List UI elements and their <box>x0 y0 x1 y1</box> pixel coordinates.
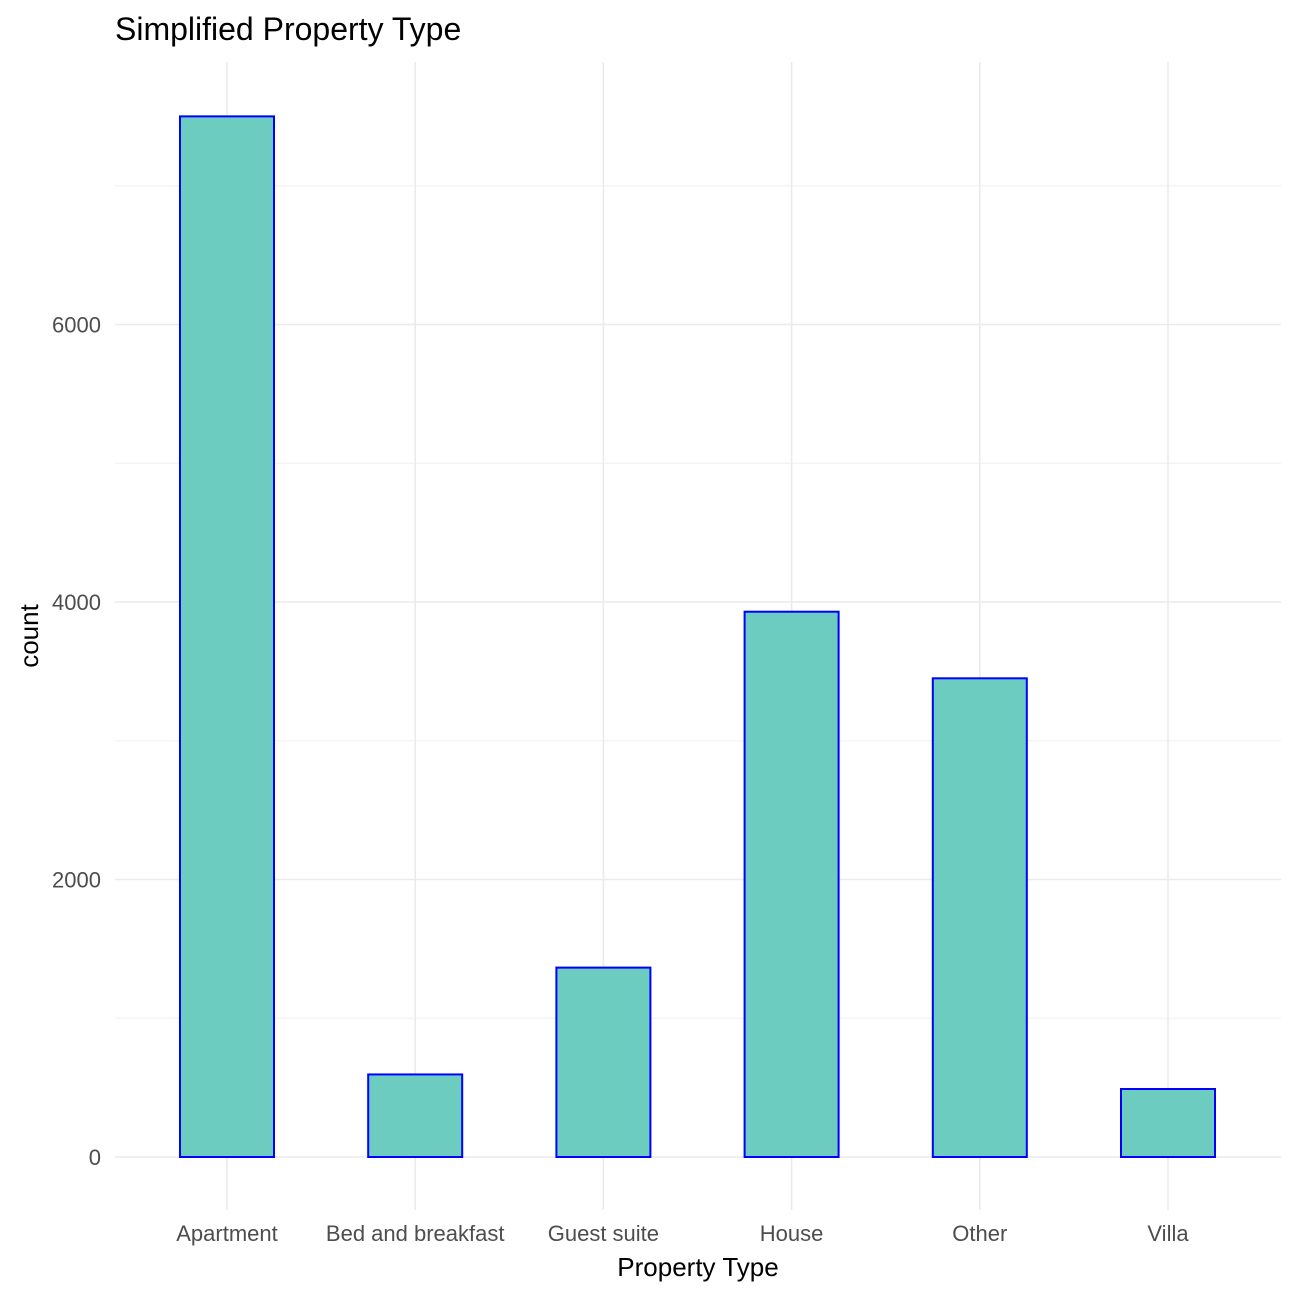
y-axis-title: count <box>14 603 44 667</box>
bar-guest-suite <box>555 966 652 1159</box>
y-axis-ticks: 0 2000 4000 6000 <box>52 313 101 1171</box>
y-tick-label: 4000 <box>52 590 101 615</box>
chart-title: Simplified Property Type <box>115 11 461 47</box>
bars <box>179 115 1216 1159</box>
x-tick-label: Villa <box>1147 1221 1189 1246</box>
bar-house <box>743 610 840 1158</box>
x-tick-label: Guest suite <box>548 1221 659 1246</box>
x-tick-label: Apartment <box>176 1221 278 1246</box>
grid-lines <box>115 62 1281 1210</box>
x-tick-label: Other <box>952 1221 1007 1246</box>
bar-bed-and-breakfast <box>367 1073 464 1158</box>
bar-other <box>931 677 1028 1158</box>
x-tick-label: Bed and breakfast <box>326 1221 505 1246</box>
bar-apartment <box>179 115 275 1158</box>
y-tick-label: 0 <box>89 1145 101 1170</box>
bar-villa <box>1120 1088 1216 1158</box>
x-tick-label: House <box>760 1221 824 1246</box>
x-axis-title: Property Type <box>617 1252 778 1282</box>
y-tick-label: 6000 <box>52 313 101 338</box>
y-tick-label: 2000 <box>52 868 101 893</box>
x-axis-ticks: Apartment Bed and breakfast Guest suite Hou… <box>176 1221 1189 1246</box>
